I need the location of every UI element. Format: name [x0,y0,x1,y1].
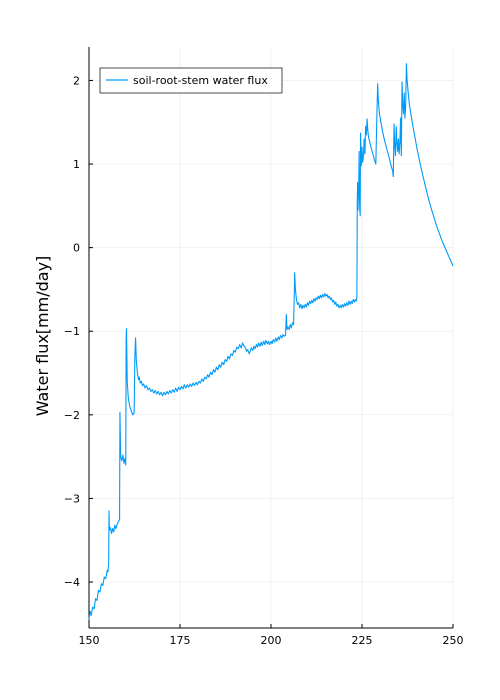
y-tick-label: 0 [73,242,80,255]
y-tick-label: −4 [64,576,80,589]
y-tick-label: −3 [64,492,80,505]
series-lines [88,63,454,620]
legend-label: soil-root-stem water flux [133,74,268,87]
y-tick-label: 1 [73,158,80,171]
series-line [88,63,454,620]
grid-lines [88,47,454,628]
x-tick-label: 200 [261,634,282,647]
x-tick-label: 225 [352,634,373,647]
x-tick-label: 150 [79,634,100,647]
x-tick-label: 175 [170,634,191,647]
legend-box [99,67,283,94]
y-axis-label: Water flux[mm/day] [33,256,52,417]
y-tick-label: −2 [64,409,80,422]
y-tick-label: −1 [64,325,80,338]
x-tick-label: 250 [443,634,464,647]
y-tick-label: 2 [73,74,80,87]
legend: soil-root-stem water flux [99,67,283,94]
axes [88,47,454,629]
tick-labels: 150 175 200 225 250 −4 −3 −2 −1 0 1 2 [64,74,464,647]
